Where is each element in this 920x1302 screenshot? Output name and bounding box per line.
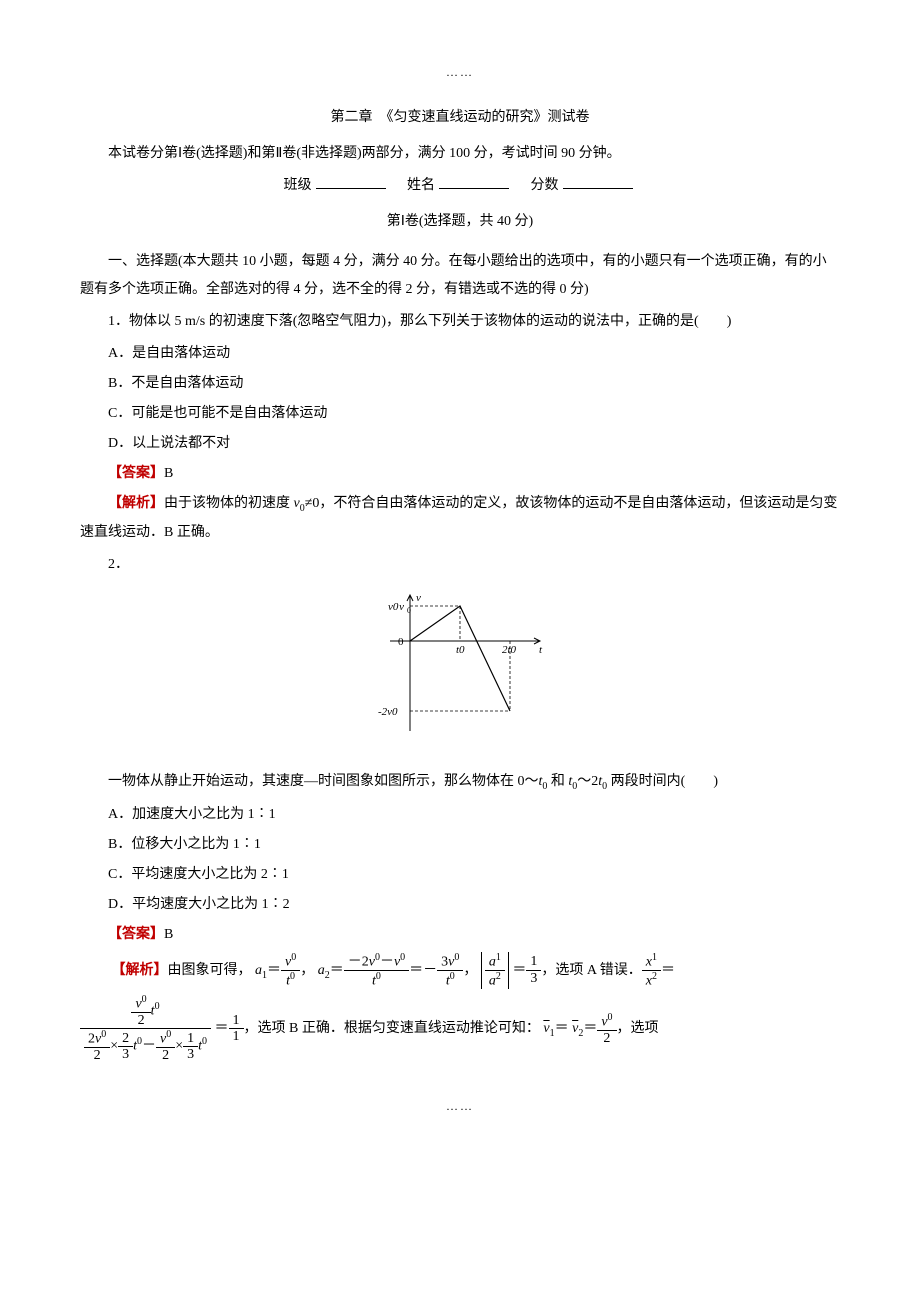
q2-stem-mid: 和 (547, 774, 568, 789)
svg-text:v0: v0 (388, 601, 399, 613)
svg-text:t0: t0 (456, 644, 465, 656)
a1-sym: a (255, 963, 262, 978)
answer-label-2: 【答案】 (108, 927, 164, 942)
q2-exp3: ，选项 B 正确．根据匀变速直线运动推论可知： (244, 1021, 540, 1036)
frac-v02: v02 (597, 1012, 616, 1046)
q2-option-b: B．位移大小之比为 1∶1 (80, 831, 840, 859)
answer-label: 【答案】 (108, 466, 164, 481)
frac-11: 11 (229, 1013, 244, 1045)
a2-sym: a (318, 963, 325, 978)
a1-sub: 1 (262, 969, 267, 980)
big-frac: v02t0 2v02×23t0－v02×13t0 (80, 994, 211, 1064)
svg-text:-2v0: -2v0 (378, 706, 398, 718)
q2-option-c: C．平均速度大小之比为 2∶1 (80, 861, 840, 889)
q2-option-a: A．加速度大小之比为 1∶1 (80, 801, 840, 829)
svg-text:0: 0 (407, 606, 411, 615)
section1-intro: 一、选择题(本大题共 10 小题，每题 4 分，满分 40 分。在每小题给出的选… (80, 248, 840, 304)
q2-explanation: 【解析】由图象可得， a1＝v0t0， a2＝－2v0－v0t0＝－3v0t0，… (80, 951, 840, 990)
name-blank (439, 174, 509, 189)
section1-head: 第Ⅰ卷(选择题，共 40 分) (80, 208, 840, 236)
vt-chart: vtv0v00-2v0t02t0 (80, 591, 840, 752)
q2-exp1: 由图象可得， (168, 963, 252, 978)
abs-a1a2: a1a2 (481, 952, 509, 989)
explanation-label-2: 【解析】 (112, 963, 168, 978)
name-label: 姓名 (407, 178, 435, 193)
q2-option-d: D．平均速度大小之比为 1∶2 (80, 891, 840, 919)
svg-text:2t0: 2t0 (502, 644, 517, 656)
vt-graph-svg: vtv0v00-2v0t02t0 (370, 591, 550, 741)
q1-option-c: C．可能是也可能不是自由落体运动 (80, 400, 840, 428)
q1-stem: 1．物体以 5 m/s 的初速度下落(忽略空气阻力)，那么下列关于该物体的运动的… (80, 308, 840, 336)
test-subtitle: 本试卷分第Ⅰ卷(选择题)和第Ⅱ卷(非选择题)两部分，满分 100 分，考试时间 … (80, 140, 840, 168)
q1-option-b: B．不是自由落体运动 (80, 370, 840, 398)
top-ellipsis: …… (80, 60, 840, 84)
info-line: 班级 姓名 分数 (80, 172, 840, 200)
frac-x1x2: x1x2 (642, 952, 661, 989)
q2-num: 2． (80, 551, 840, 579)
vbar2-sub: 2 (578, 1028, 583, 1039)
frac-a1: v0t0 (281, 952, 300, 989)
bottom-ellipsis: …… (80, 1094, 840, 1118)
svg-text:t: t (539, 644, 543, 656)
frac-a2b: 3v0t0 (437, 952, 463, 989)
q2-stem: 一物体从静止开始运动，其速度—时间图象如图所示，那么物体在 0～t0 和 t0～… (80, 768, 840, 797)
frac-13: 13 (526, 954, 541, 986)
q2-answer: 【答案】B (80, 921, 840, 949)
q2-explanation-line2: v02t0 2v02×23t0－v02×13t0 ＝11，选项 B 正确．根据匀… (80, 994, 840, 1064)
vbar1-sub: 1 (550, 1028, 555, 1039)
q2-exp2: ，选项 A 错误． (541, 963, 641, 978)
t0-2-sub: 0 (572, 781, 577, 792)
q2-exp4: ，选项 (617, 1021, 659, 1036)
q2-stem-1: 一物体从静止开始运动，其速度—时间图象如图所示，那么物体在 0～ (108, 774, 539, 789)
score-blank (563, 174, 633, 189)
q2-answer-value: B (164, 927, 173, 942)
svg-text:0: 0 (398, 636, 404, 648)
q1-explanation: 【解析】由于该物体的初速度 v0≠0，不符合自由落体运动的定义，故该物体的运动不… (80, 490, 840, 547)
q1-answer-value: B (164, 466, 173, 481)
svg-text:v: v (399, 601, 404, 613)
q1-exp-prefix: 由于该物体的初速度 (164, 496, 294, 511)
frac-a2: －2v0－v0t0 (344, 952, 409, 989)
explanation-label: 【解析】 (108, 496, 164, 511)
score-label: 分数 (531, 178, 559, 193)
q1-answer: 【答案】B (80, 460, 840, 488)
class-label: 班级 (284, 178, 312, 193)
q1-option-a: A．是自由落体运动 (80, 340, 840, 368)
q2-stem-end: 两段时间内( ) (607, 774, 718, 789)
q1-option-d: D．以上说法都不对 (80, 430, 840, 458)
class-blank (316, 174, 386, 189)
a2-sub: 2 (325, 969, 330, 980)
svg-text:v: v (416, 592, 421, 604)
main-title: 第二章 《匀变速直线运动的研究》测试卷 (80, 104, 840, 132)
